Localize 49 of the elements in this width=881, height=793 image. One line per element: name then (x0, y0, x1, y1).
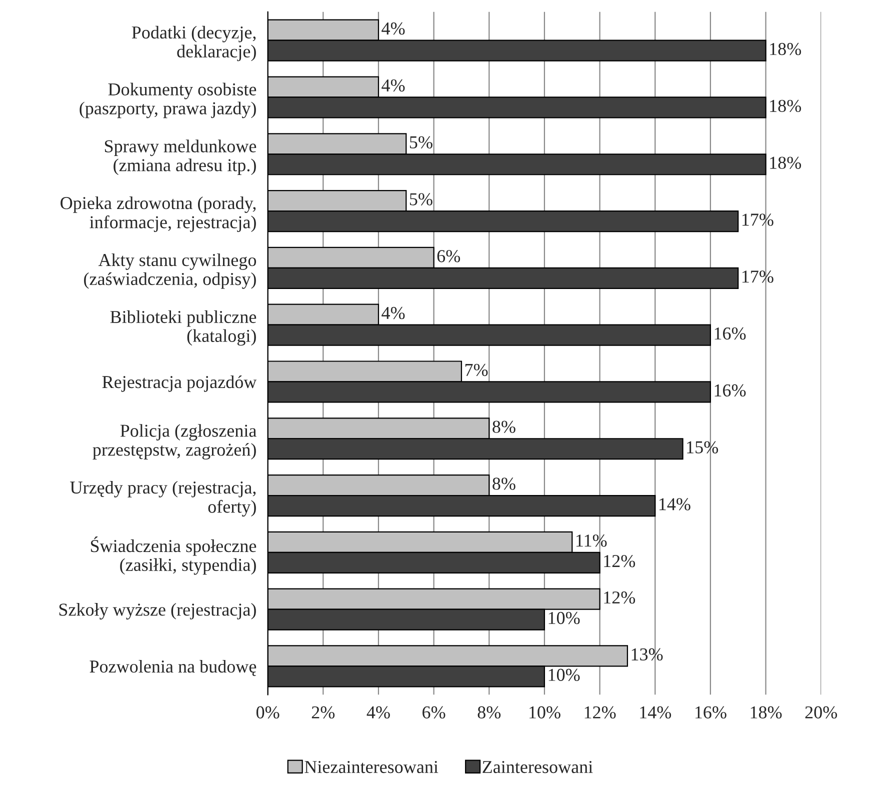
data-label: 4% (382, 79, 405, 92)
data-label: 18% (770, 100, 802, 112)
x-tick-label: 12% (584, 706, 616, 719)
x-tick-label: 20% (805, 706, 838, 719)
y-tick-label: Akty stanu cywilnego (zaświadczenia, odpisy) (84, 253, 256, 289)
data-label: 13% (632, 648, 663, 661)
y-tick-label: Pozwolenia na budowę (90, 660, 256, 676)
data-label: 10% (548, 612, 580, 624)
data-label: 16% (714, 384, 746, 397)
data-label: 4% (382, 22, 405, 35)
data-label: 8% (492, 478, 516, 490)
data-label: 11% (576, 534, 607, 547)
y-tick-label: Dokumenty osobiste (paszporty, prawa jazdy) (80, 82, 256, 118)
data-label: 14% (659, 498, 690, 510)
data-label: 8% (492, 420, 516, 433)
data-label: 18% (770, 156, 802, 169)
x-tick-label: 14% (640, 706, 672, 719)
data-label: 6% (437, 250, 460, 262)
y-tick-label: Świadczenia społeczne (zasiłki, stypendia) (90, 536, 256, 575)
y-tick-label: Policja (zgłoszenia przestępstw, zagrożeń) (92, 424, 256, 460)
x-tick-label: 8% (478, 706, 501, 719)
data-label: 7% (465, 364, 488, 376)
y-tick-label: Podatki (decyzje, deklaracje) (132, 26, 256, 62)
data-label: 18% (770, 42, 802, 56)
data-label: 12% (604, 591, 636, 604)
x-tick-label: 18% (750, 706, 782, 719)
x-tick-label: 2% (312, 706, 335, 719)
data-label: 5% (410, 136, 432, 148)
y-tick-label: Biblioteki publiczne (katalogi) (110, 310, 256, 346)
y-tick-label: Opieka zdrowotna (porady, informacje, rejestracja) (60, 196, 256, 232)
data-label: 16% (714, 327, 746, 340)
y-tick-label: Rejestracja pojazdów (102, 375, 257, 392)
x-tick-label: 0% (256, 706, 280, 719)
data-label: 12% (604, 555, 636, 568)
data-label: 5% (410, 193, 432, 206)
data-label: 4% (382, 306, 405, 320)
data-label: 17% (742, 214, 774, 226)
x-tick-label: 6% (422, 706, 446, 719)
x-tick-label: 4% (366, 706, 390, 719)
y-tick-label: Urzędy pracy (rejestracja, oferty) (70, 480, 256, 517)
data-label: 10% (548, 668, 580, 682)
y-tick-label: Szkoły wyższe (rejestracja) (59, 603, 256, 620)
data-label: 17% (742, 270, 774, 283)
legend-label: Zainteresowani (482, 760, 593, 774)
data-label: 15% (687, 441, 718, 454)
x-tick-label: 10% (530, 706, 560, 719)
legend-label: Niezainteresowani (304, 760, 438, 774)
y-tick-label: Sprawy meldunkowe (zmiana adresu itp.) (104, 140, 256, 175)
x-tick-label: 16% (695, 706, 726, 719)
